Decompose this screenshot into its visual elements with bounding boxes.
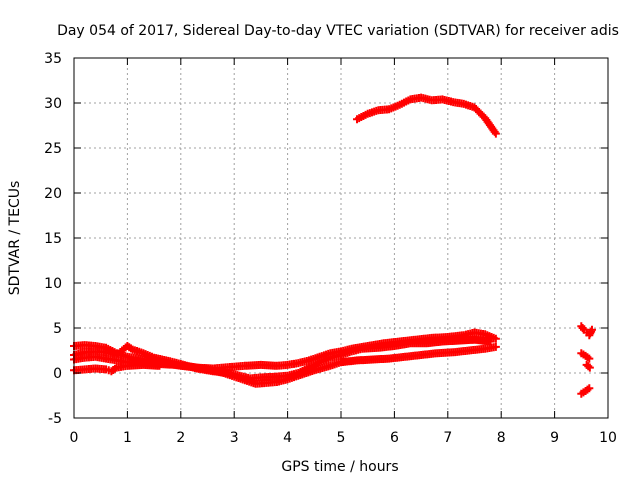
x-tick-label: 5 xyxy=(337,430,346,446)
series-9 xyxy=(577,384,594,398)
x-tick-label: 8 xyxy=(497,430,506,446)
x-tick-label: 0 xyxy=(70,430,79,446)
data-point xyxy=(585,363,594,372)
x-tick-label: 9 xyxy=(550,430,559,446)
data-point xyxy=(587,325,596,334)
data-point xyxy=(491,334,500,343)
data-point xyxy=(491,129,500,138)
y-tick-label: 25 xyxy=(44,141,62,157)
y-tick-label: 0 xyxy=(53,366,62,382)
series-8 xyxy=(582,360,594,372)
data-point xyxy=(491,342,500,351)
data-point xyxy=(585,354,594,363)
y-tick-label: 10 xyxy=(44,276,62,292)
x-tick-label: 6 xyxy=(390,430,399,446)
series-7 xyxy=(577,349,594,363)
y-tick-label: 35 xyxy=(44,51,62,67)
text-labels: Day 054 of 2017, Sidereal Day-to-day VTE… xyxy=(7,23,619,475)
x-tick-label: 3 xyxy=(230,430,239,446)
chart-title: Day 054 of 2017, Sidereal Day-to-day VTE… xyxy=(57,23,619,39)
series-3 xyxy=(70,342,500,388)
y-tick-label: 5 xyxy=(53,321,62,337)
series-4 xyxy=(70,360,164,376)
data-point xyxy=(585,384,594,393)
grid xyxy=(74,58,608,418)
y-tick-label: 20 xyxy=(44,186,62,202)
data-points xyxy=(70,93,596,398)
y-axis-label: SDTVAR / TECUs xyxy=(7,181,23,296)
x-tick-label: 1 xyxy=(123,430,132,446)
series-5 xyxy=(353,93,500,138)
x-axis-label: GPS time / hours xyxy=(281,459,398,475)
x-tick-label: 10 xyxy=(599,430,617,446)
series-6 xyxy=(577,322,596,340)
x-tick-label: 7 xyxy=(443,430,452,446)
y-tick-label: -5 xyxy=(48,411,62,427)
data-point xyxy=(486,337,495,346)
data-point xyxy=(155,361,164,370)
x-tick-label: 2 xyxy=(176,430,185,446)
y-tick-label: 15 xyxy=(44,231,62,247)
axis-ticks: 0 1 2 3 4 5 6 7 8 9 10 -5 0 5 10 15 20 25 30 35 xyxy=(44,51,617,446)
data-point xyxy=(584,362,593,371)
x-tick-label: 4 xyxy=(283,430,292,446)
y-tick-label: 30 xyxy=(44,96,62,112)
